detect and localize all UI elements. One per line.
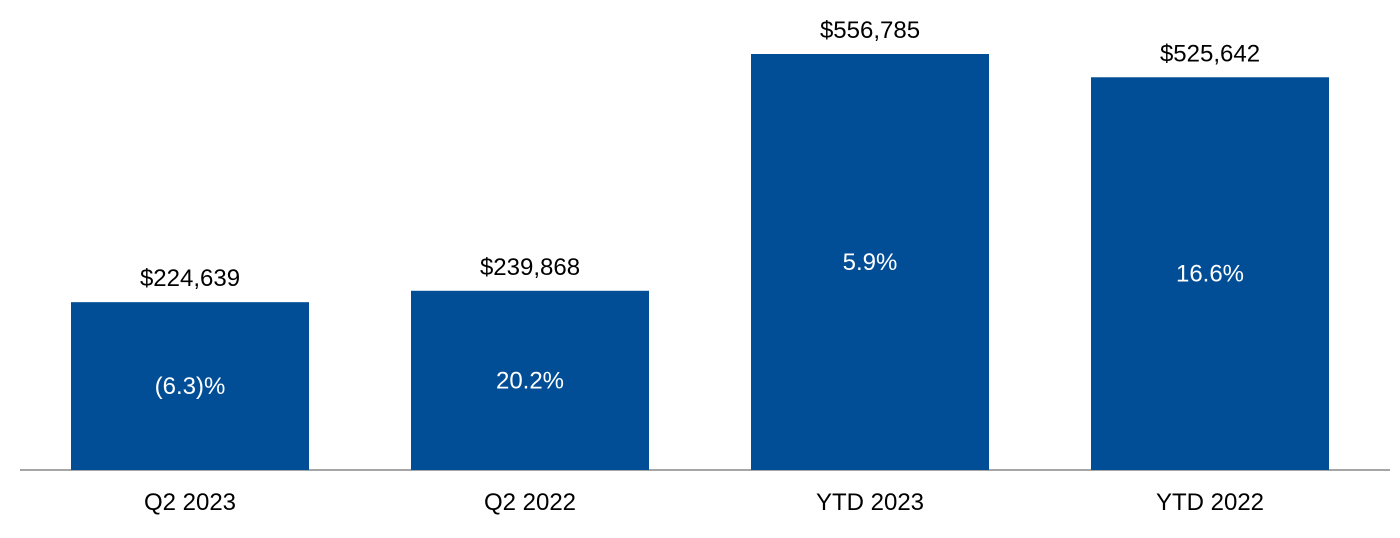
bar-q2-2022 <box>411 290 649 470</box>
category-label-ytd-2022: YTD 2022 <box>1156 489 1264 516</box>
value-label-q2-2023: $224,639 <box>140 265 240 292</box>
growth-label-ytd-2023: 5.9% <box>843 249 898 276</box>
value-label-ytd-2022: $525,642 <box>1160 40 1260 67</box>
growth-label-ytd-2022: 16.6% <box>1176 261 1244 288</box>
category-label-q2-2023: Q2 2023 <box>144 489 236 516</box>
category-label-q2-2022: Q2 2022 <box>484 489 576 516</box>
bar-q2-2023 <box>71 302 309 470</box>
growth-label-q2-2023: (6.3)% <box>155 373 226 400</box>
bar-ytd-2023 <box>751 54 989 470</box>
value-label-q2-2022: $239,868 <box>480 254 580 281</box>
bar-ytd-2022 <box>1091 77 1329 471</box>
category-label-ytd-2023: YTD 2023 <box>816 489 924 516</box>
growth-label-q2-2022: 20.2% <box>496 367 564 394</box>
value-label-ytd-2023: $556,785 <box>820 17 920 44</box>
